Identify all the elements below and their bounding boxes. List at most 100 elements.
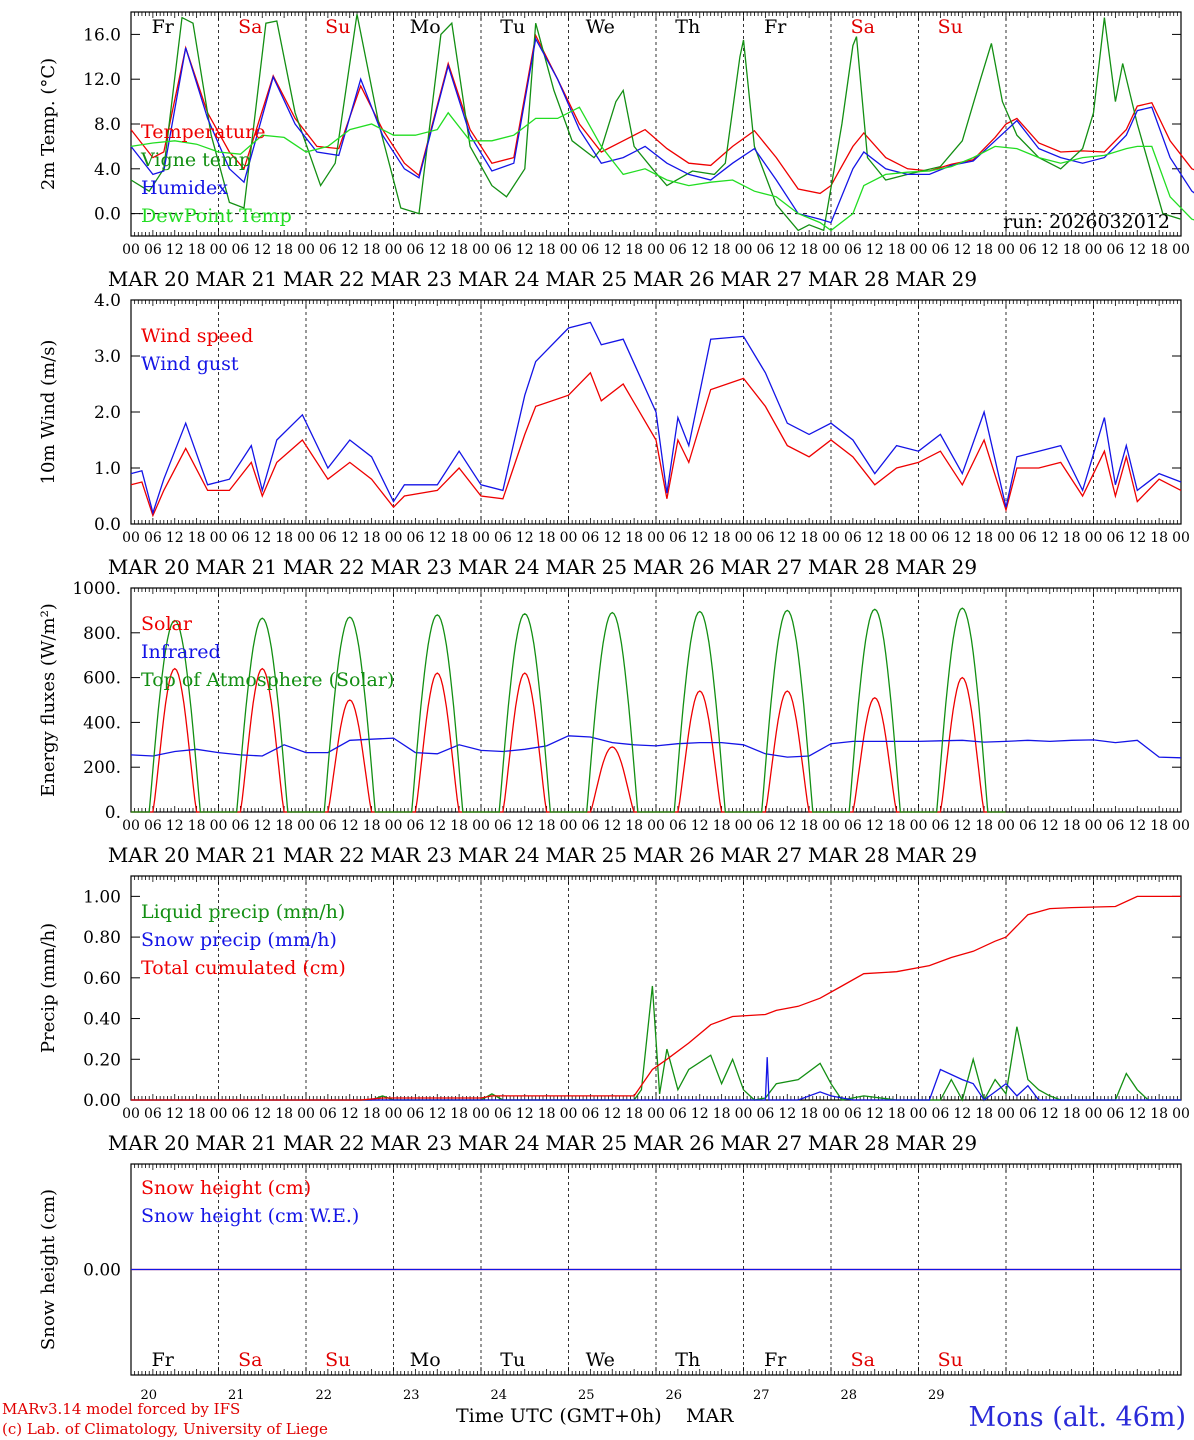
hour-label: 06	[406, 242, 424, 258]
day-label: MAR 22	[283, 267, 365, 291]
y-tick-label: 0.60	[83, 969, 121, 989]
y-tick-label: 0.0	[94, 205, 121, 225]
hour-label: 06	[494, 1106, 512, 1122]
hour-label: 06	[931, 818, 949, 834]
day-label: MAR 22	[283, 1131, 365, 1155]
hour-label: 18	[625, 818, 643, 834]
hour-label: 18	[538, 530, 556, 546]
day-label: MAR 21	[195, 267, 277, 291]
hour-label: 06	[406, 818, 424, 834]
legend-total-cumulated-cm-: Total cumulated (cm)	[141, 957, 346, 979]
hour-label: 18	[275, 530, 293, 546]
series-line-dewpoint-temp	[130, 106, 1194, 232]
day-label: MAR 25	[545, 843, 627, 867]
series-line-temperature	[130, 33, 1194, 195]
hour-label: 18	[538, 818, 556, 834]
hour-label: 06	[931, 530, 949, 546]
hour-label: 00	[472, 1106, 490, 1122]
hour-label: 00	[1085, 530, 1103, 546]
hour-label: 06	[231, 530, 249, 546]
time-axis-month: MAR	[686, 1405, 734, 1427]
legend-dewpoint-temp: DewPoint Temp	[141, 205, 292, 227]
series-line-total-cumulated-cm-	[131, 895, 1181, 1101]
y-tick-label: 1.0	[94, 459, 121, 479]
hour-label: 12	[428, 1106, 446, 1122]
hour-label: 00	[210, 530, 228, 546]
day-number: 21	[228, 1388, 245, 1403]
hour-label: 12	[1128, 1106, 1146, 1122]
day-label: MAR 24	[458, 843, 540, 867]
hour-label: 18	[1063, 530, 1081, 546]
hour-label: 18	[1150, 818, 1168, 834]
day-label: MAR 21	[195, 843, 277, 867]
hour-label: 06	[231, 1106, 249, 1122]
hour-label: 06	[931, 1106, 949, 1122]
day-label: MAR 26	[633, 267, 715, 291]
lab-credit: (c) Lab. of Climatology, University of L…	[2, 1420, 328, 1438]
hour-label: 06	[494, 818, 512, 834]
hour-label: 18	[188, 530, 206, 546]
legend-humidex: Humidex	[141, 177, 228, 199]
hour-label: 12	[428, 818, 446, 834]
hour-label: 00	[210, 1106, 228, 1122]
y-tick-label: 400.	[83, 713, 121, 733]
hour-label: 00	[647, 530, 665, 546]
hour-label: 06	[1019, 242, 1037, 258]
hour-label: 18	[625, 1106, 643, 1122]
hour-label: 12	[778, 818, 796, 834]
day-label: MAR 20	[108, 267, 190, 291]
hour-label: 12	[866, 1106, 884, 1122]
y-tick-label: 800.	[83, 624, 121, 644]
hour-label: 12	[866, 818, 884, 834]
legend-wind-speed: Wind speed	[141, 325, 253, 347]
hour-label: 18	[888, 530, 906, 546]
day-label: MAR 25	[545, 555, 627, 579]
hour-label: 12	[428, 530, 446, 546]
weekday-label: We	[586, 1349, 615, 1371]
legend-liquid-precip-mm-h-: Liquid precip (mm/h)	[141, 901, 345, 923]
weekday-label: Su	[325, 16, 350, 38]
hour-label: 18	[1063, 818, 1081, 834]
hour-label: 00	[910, 1106, 928, 1122]
hour-label: 06	[319, 1106, 337, 1122]
hour-label: 18	[975, 242, 993, 258]
hour-label: 00	[122, 242, 140, 258]
hour-label: 12	[1041, 1106, 1059, 1122]
legend-snow-precip-mm-h-: Snow precip (mm/h)	[141, 929, 337, 951]
hour-label: 18	[1063, 242, 1081, 258]
hour-label: 00	[472, 530, 490, 546]
day-label: MAR 22	[283, 555, 365, 579]
day-number: 26	[665, 1388, 682, 1403]
day-label: MAR 28	[808, 267, 890, 291]
series-line-wind-speed	[130, 371, 1182, 518]
hour-label: 00	[997, 1106, 1015, 1122]
hour-label: 06	[1019, 530, 1037, 546]
weekday-label: Fr	[152, 1349, 175, 1371]
hour-label: 12	[1041, 530, 1059, 546]
weekday-label: Fr	[764, 1349, 787, 1371]
hour-label: 06	[319, 242, 337, 258]
hour-label: 00	[297, 1106, 315, 1122]
hour-label: 00	[297, 818, 315, 834]
legend-vigne-temp: Vigne temp	[140, 149, 251, 171]
hour-label: 06	[231, 818, 249, 834]
hour-label: 00	[1085, 1106, 1103, 1122]
hour-label: 00	[910, 242, 928, 258]
series-line-top-of-atmosphere-solar-	[131, 607, 1006, 813]
hour-label: 00	[1172, 242, 1190, 258]
hour-label: 18	[625, 530, 643, 546]
hour-label: 12	[253, 818, 271, 834]
hour-label: 18	[713, 242, 731, 258]
hour-label: 12	[603, 1106, 621, 1122]
hour-label: 00	[735, 530, 753, 546]
hour-label: 00	[122, 818, 140, 834]
hour-label: 06	[144, 818, 162, 834]
day-number: 24	[490, 1388, 507, 1403]
weekday-label: Sa	[851, 16, 875, 38]
hour-label: 12	[1128, 818, 1146, 834]
hour-label: 00	[297, 242, 315, 258]
panel-2	[130, 299, 1182, 525]
series-line-vigne-temp	[130, 14, 1182, 232]
hour-label: 06	[844, 818, 862, 834]
hour-label: 12	[603, 242, 621, 258]
